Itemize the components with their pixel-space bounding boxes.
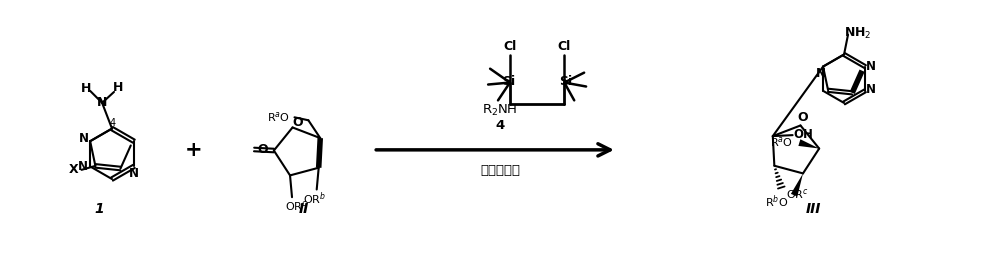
Text: N: N [78,160,88,173]
Text: N: N [866,83,876,96]
Text: R$^b$O: R$^b$O [765,194,788,211]
Text: N: N [129,167,139,180]
Text: Si: Si [502,75,515,88]
Polygon shape [791,174,803,196]
Text: 4: 4 [110,118,116,128]
Text: H: H [81,82,91,95]
Text: N: N [816,67,826,80]
Text: N: N [97,96,107,109]
Text: O: O [258,143,268,156]
Text: III: III [806,202,821,216]
Text: OR$^b$: OR$^b$ [303,190,326,207]
Text: O: O [797,111,808,124]
Text: II: II [299,202,309,216]
Text: H: H [113,82,123,94]
Text: O: O [292,116,303,129]
Text: N: N [79,132,89,145]
Text: Cl: Cl [503,41,517,53]
Text: R$_2$NH: R$_2$NH [482,103,518,118]
Text: N: N [866,60,876,73]
Text: X: X [69,163,78,176]
Text: Cl: Cl [558,41,571,53]
Text: OR$^c$: OR$^c$ [285,199,307,213]
Text: +: + [184,140,202,160]
Text: R$^a$O: R$^a$O [770,135,793,149]
Text: Si: Si [559,75,572,88]
Text: OR$^c$: OR$^c$ [786,187,808,202]
Text: 4: 4 [495,119,505,132]
Polygon shape [798,139,819,149]
Text: OH: OH [794,128,813,141]
Text: 1: 1 [94,202,104,216]
Text: 金属锂试剂: 金属锂试剂 [480,164,520,177]
Text: NH$_2$: NH$_2$ [844,26,872,41]
Text: R$^a$O: R$^a$O [267,110,290,124]
